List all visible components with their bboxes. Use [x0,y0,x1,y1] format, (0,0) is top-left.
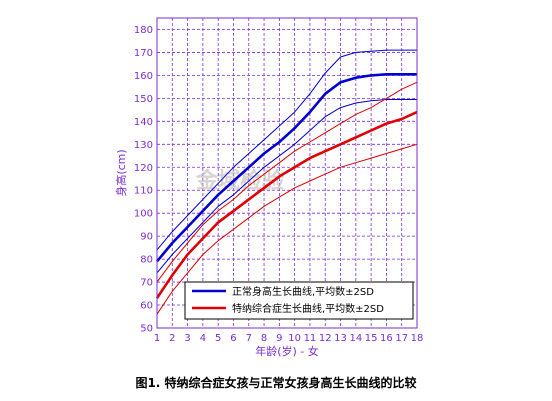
y-tick-label: 70 [140,278,153,289]
x-tick-label: 2 [169,333,175,344]
series-normal-mean [156,73,417,263]
watermark: 金域检验 [195,168,284,194]
x-tick-label: 13 [334,333,347,344]
x-tick-label: 5 [215,333,221,344]
x-tick-label: 14 [349,333,362,344]
x-tick-label: 15 [365,333,378,344]
x-tick-label: 6 [230,333,236,344]
y-tick-label: 50 [140,324,153,335]
x-tick-label: 16 [380,333,393,344]
y-tick-label: 140 [134,117,153,128]
y-tick-label: 150 [134,94,153,105]
legend-box [184,281,414,320]
chart-series [155,49,418,315]
y-tick-label: 130 [134,140,153,151]
series-turner-minus2sd [156,143,418,315]
y-axis-label: 身高(cm) [114,149,128,196]
x-tick-label: 9 [276,333,282,344]
y-tick-label: 120 [134,163,153,174]
x-tick-label: 1 [154,333,160,344]
series-normal-plus2sd [156,49,417,251]
y-tick-label: 100 [134,209,153,220]
y-tick-label: 180 [134,25,153,36]
y-tick-label: 110 [134,186,153,197]
x-tick-label: 3 [184,333,190,344]
y-tick-label: 60 [140,301,153,312]
x-axis-label: 年龄(岁) - 女 [255,344,319,358]
x-tick-label: 11 [304,333,317,344]
x-tick-label: 8 [261,333,267,344]
series-turner-plus2sd [156,81,418,283]
x-tick-label: 18 [411,333,424,344]
x-tick-label: 17 [395,333,408,344]
legend-label-turner: 特纳综合症生长曲线,平均数±2SD [232,302,384,315]
legend: 正常身高生长曲线,平均数±2SD 特纳综合症生长曲线,平均数±2SD [184,281,414,320]
x-tick-label: 4 [200,333,206,344]
legend-label-normal: 正常身高生长曲线,平均数±2SD [232,285,374,298]
x-tick-label: 12 [319,333,332,344]
y-tick-label: 80 [140,255,153,266]
y-tick-label: 90 [140,232,153,243]
x-tick-label: 7 [246,333,252,344]
x-tick-label: 10 [288,333,301,344]
series-normal-minus2sd [156,99,417,274]
chart-tick-labels: 1 2 3 4 5 6 7 8 9 10 11 12 13 14 15 16 17 185060708090100… [134,25,423,344]
plot-frame [156,17,418,329]
y-tick-label: 160 [134,71,153,82]
y-tick-label: 170 [134,48,153,59]
figure-caption: 图1. 特纳综合症女孩与正常女孩身高生长曲线的比较 [135,376,417,390]
series-turner-mean [155,110,418,299]
